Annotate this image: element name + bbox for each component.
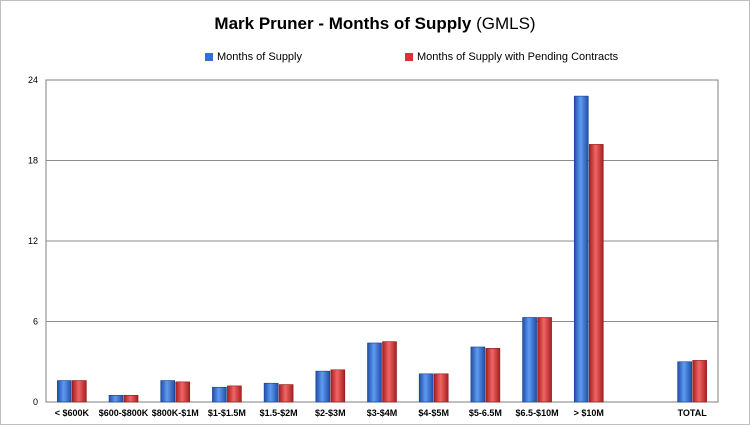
chart-title-main: Mark Pruner - Months of Supply xyxy=(214,14,472,33)
bar-pending-contracts xyxy=(537,317,552,403)
bar-months-of-supply xyxy=(573,95,589,403)
bar-pending-contracts xyxy=(588,144,604,403)
axis-labels: 0 6 12 18 24 < $600K $600-$800K $800K-$1M $1-$1.… xyxy=(28,75,707,418)
bar-pending-contracts xyxy=(692,360,707,403)
bar-pending-contracts xyxy=(278,384,294,403)
chart-subtitle: (GMLS) xyxy=(476,14,536,33)
bar-pending-contracts xyxy=(227,385,242,403)
bar-months-of-supply xyxy=(418,373,434,403)
bar-months-of-supply xyxy=(367,342,382,403)
x-category-label: $3-$4M xyxy=(367,408,398,418)
bar-months-of-supply xyxy=(263,382,279,403)
bar-pending-contracts xyxy=(382,341,397,403)
x-category-label: $800K-$1M xyxy=(152,408,199,418)
y-tick-label: 6 xyxy=(33,317,38,327)
y-tick-label: 12 xyxy=(28,236,38,246)
bar-pending-contracts xyxy=(175,381,191,403)
legend-label-pending-contracts: Months of Supply with Pending Contracts xyxy=(417,51,619,63)
x-category-label: < $600K xyxy=(55,408,90,418)
bar-months-of-supply xyxy=(677,361,692,403)
bar-pending-contracts xyxy=(72,380,87,403)
bar-pending-contracts xyxy=(330,369,346,403)
x-category-label: TOTAL xyxy=(678,408,708,418)
x-category-label: $1.5-$2M xyxy=(260,408,298,418)
legend-item-months-of-supply: Months of Supply xyxy=(205,51,302,63)
bar-months-of-supply xyxy=(108,394,124,403)
y-tick-label: 18 xyxy=(28,156,38,166)
x-category-label: $6.5-$10M xyxy=(516,408,559,418)
bar-pending-contracts xyxy=(485,348,501,403)
x-category-label: $1-$1.5M xyxy=(208,408,246,418)
chart-legend: Months of Supply Months of Supply with P… xyxy=(0,51,750,69)
bar-months-of-supply xyxy=(160,380,176,403)
bar-months-of-supply xyxy=(57,380,72,403)
legend-swatch-red xyxy=(405,53,413,61)
x-category-label: $2-$3M xyxy=(315,408,346,418)
legend-swatch-blue xyxy=(205,53,213,61)
legend-label-months-of-supply: Months of Supply xyxy=(217,51,302,63)
x-category-label: $600-$800K xyxy=(99,408,149,418)
bar-pending-contracts xyxy=(433,373,449,403)
bar-months-of-supply xyxy=(522,317,537,403)
y-tick-label: 0 xyxy=(33,397,38,407)
y-tick-label: 24 xyxy=(28,75,38,85)
bar-months-of-supply xyxy=(315,370,331,403)
x-category-label: > $10M xyxy=(574,408,604,418)
bars xyxy=(57,95,707,403)
chart-title: Mark Pruner - Months of Supply (GMLS) xyxy=(0,14,750,34)
bar-pending-contracts xyxy=(123,394,139,403)
x-category-label: $4-$5M xyxy=(418,408,449,418)
x-category-label: $5-6.5M xyxy=(469,408,502,418)
legend-item-pending-contracts: Months of Supply with Pending Contracts xyxy=(405,51,618,63)
bar-months-of-supply xyxy=(212,386,227,403)
grid-lines xyxy=(45,79,719,403)
bar-months-of-supply xyxy=(470,346,486,403)
